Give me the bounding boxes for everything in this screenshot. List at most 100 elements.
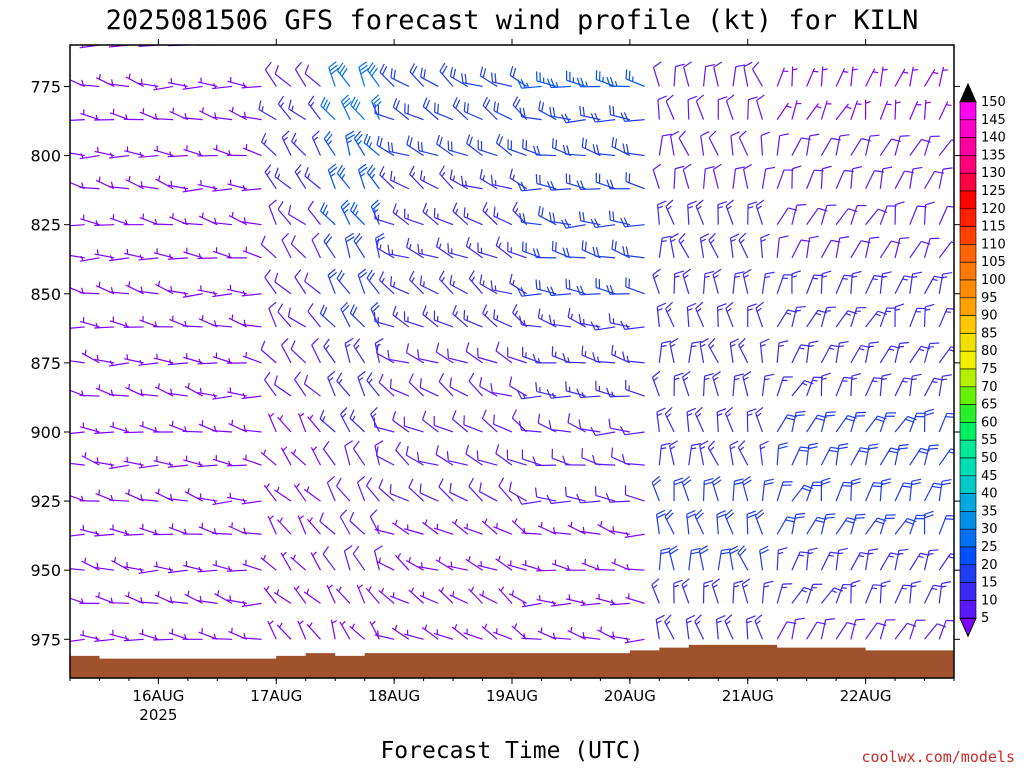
barb-half-feather [484, 518, 488, 524]
wind-barb [379, 63, 395, 87]
barb-half-feather [84, 349, 87, 356]
wind-barb [791, 512, 806, 535]
barb-feather [795, 516, 805, 519]
barb-feather [567, 307, 571, 318]
wind-barb [435, 556, 454, 571]
barb-feather [822, 165, 832, 170]
barb-shaft [438, 381, 454, 397]
barb-half-feather [555, 82, 559, 88]
wind-barb [109, 421, 130, 433]
barb-half-feather [227, 565, 231, 572]
wind-barb [70, 431, 85, 435]
barb-shaft [435, 351, 454, 364]
wind-barb [682, 370, 691, 397]
barb-shaft [304, 73, 321, 87]
wind-barb [167, 567, 188, 574]
barb-half-feather [354, 210, 359, 216]
barb-shaft [673, 168, 676, 189]
barb-shaft [652, 169, 660, 189]
barb-feather [778, 445, 788, 450]
barb-feather [538, 100, 542, 111]
barb-shaft [708, 137, 719, 156]
colorbar-swatch [959, 333, 977, 352]
barb-half-feather [341, 413, 347, 418]
wind-barb [687, 95, 698, 120]
wind-barb [369, 620, 380, 640]
barb-half-feather [611, 599, 614, 605]
barb-half-feather [394, 624, 398, 631]
barb-shaft [776, 207, 789, 225]
barb-feather [355, 236, 363, 245]
wind-barb [550, 632, 571, 640]
barb-feather [372, 305, 380, 313]
barb-half-feather [858, 555, 864, 558]
barb-half-feather [395, 209, 399, 215]
barb-feather [738, 232, 747, 241]
barb-feather [869, 341, 879, 344]
barb-half-feather [213, 633, 217, 639]
barb-half-feather [512, 174, 515, 180]
barb-feather [320, 96, 326, 106]
barb-feather [868, 548, 879, 552]
wind-barb [521, 449, 542, 466]
wind-barb [776, 583, 793, 604]
barb-half-feather [391, 249, 394, 255]
wind-barb [576, 77, 601, 88]
barb-feather [612, 106, 615, 116]
wind-barb [682, 268, 692, 294]
barb-feather [325, 236, 333, 245]
barb-feather [951, 139, 954, 142]
barb-half-feather [742, 584, 748, 589]
barb-shaft [277, 208, 292, 226]
barb-feather [882, 271, 892, 275]
barb-feather [352, 99, 359, 109]
x-tick-label: 21AUG [722, 687, 774, 705]
barb-half-feather [184, 634, 187, 640]
wind-barb [307, 303, 321, 328]
wind-barb [460, 175, 483, 190]
barb-half-feather [625, 637, 629, 643]
barb-half-feather [850, 584, 857, 588]
wind-barb [448, 561, 468, 571]
wind-barb [387, 349, 409, 364]
wind-barb [80, 317, 100, 328]
barb-feather [307, 200, 314, 210]
wind-barb [451, 518, 469, 535]
wind-barb [435, 445, 454, 466]
barb-shaft [479, 491, 498, 502]
wind-barb [81, 557, 100, 571]
barb-half-feather [454, 311, 459, 317]
wind-barb [791, 305, 806, 328]
barb-shaft [776, 169, 785, 189]
wind-barb [241, 498, 262, 505]
wind-barb [138, 286, 159, 295]
barb-half-feather [666, 308, 672, 313]
wind-barb [182, 528, 203, 535]
wind-barb [698, 545, 709, 571]
barb-shaft [953, 85, 954, 87]
barb-half-feather [140, 78, 143, 84]
barb-half-feather [496, 314, 499, 321]
barb-shaft [418, 358, 439, 364]
wind-barb [747, 96, 758, 120]
wind-barb [760, 233, 770, 258]
barb-half-feather [920, 32, 925, 34]
wind-barb [776, 169, 794, 189]
barb-feather [752, 61, 760, 70]
wind-barb [356, 584, 366, 604]
barb-feather [357, 370, 366, 378]
colorbar-swatch [959, 244, 977, 263]
barb-feather [652, 370, 661, 378]
wind-barb [94, 428, 115, 434]
barb-half-feather [95, 220, 99, 226]
wind-barb [138, 389, 159, 397]
barb-shaft [658, 135, 664, 156]
wind-barb [595, 278, 616, 295]
wind-barb [408, 373, 425, 397]
barb-feather [821, 372, 831, 377]
wind-barb [263, 585, 277, 604]
wind-barb [171, 45, 174, 46]
barb-feather [319, 409, 325, 420]
wind-barb [449, 169, 469, 190]
wind-barb [806, 547, 818, 571]
